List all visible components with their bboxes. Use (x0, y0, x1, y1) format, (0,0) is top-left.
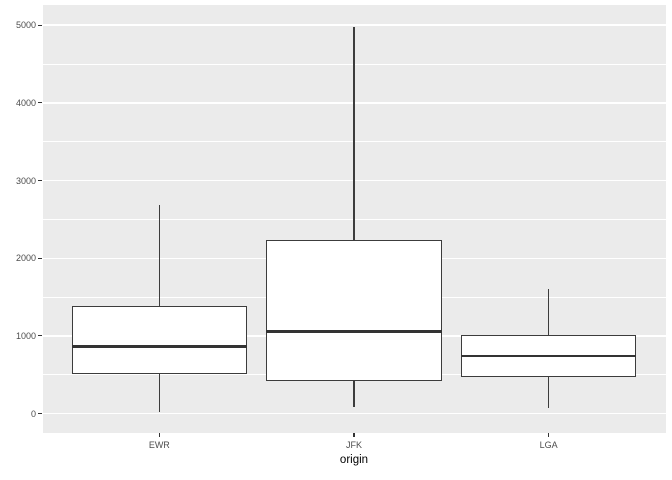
x-axis-title: origin (339, 454, 369, 466)
x-axis-tick-label: JFK (345, 440, 363, 450)
box-iqr (71, 305, 247, 374)
y-axis-tick-mark (38, 179, 42, 182)
lower-whisker (547, 377, 550, 409)
upper-whisker (547, 289, 550, 335)
y-axis-tick-mark (38, 24, 42, 26)
y-axis-tick-label: 1000 (15, 330, 36, 341)
x-axis-tick-mark (353, 433, 355, 437)
major-gridline (42, 412, 666, 415)
lower-whisker (353, 381, 355, 408)
y-axis-tick-label: 0 (30, 408, 36, 419)
major-gridline (42, 24, 666, 26)
upper-whisker (158, 204, 160, 306)
lower-whisker (158, 373, 160, 412)
y-axis-tick-mark (38, 412, 42, 415)
box-iqr (266, 239, 442, 382)
y-axis-tick-label: 4000 (15, 97, 36, 108)
x-axis-tick-mark (158, 433, 160, 437)
y-axis-tick-mark (38, 102, 42, 104)
median-line (266, 330, 442, 333)
upper-whisker (353, 26, 355, 240)
y-axis-tick-label: 5000 (15, 20, 36, 31)
y-axis-tick-label: 3000 (15, 175, 36, 186)
x-axis-tick-label: LGA (539, 440, 558, 450)
x-axis-tick-mark (548, 433, 550, 437)
median-line (461, 354, 637, 358)
plot-panel (42, 5, 666, 433)
y-axis-tick-label: 2000 (15, 253, 36, 264)
y-axis-tick-mark (38, 335, 42, 337)
x-axis-tick-label: EWR (148, 440, 170, 450)
median-line (71, 345, 247, 348)
y-axis-tick-mark (38, 257, 42, 259)
